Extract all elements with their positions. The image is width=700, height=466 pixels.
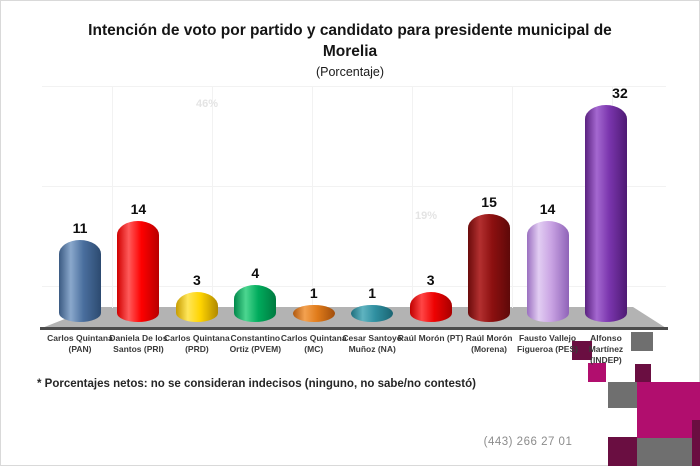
decorative-square (692, 420, 700, 466)
category-label-na: Cesar Santoyo Muñoz (NA) (342, 333, 402, 355)
category-label-pes: Fausto Vallejo Figueroa (PES) (517, 333, 578, 355)
bar-value-label: 3 (426, 271, 435, 288)
chart-bar-pvem (234, 285, 277, 322)
chart-baseline (40, 327, 668, 330)
gridline-vertical (212, 86, 213, 308)
bar-value-label: 1 (309, 284, 318, 301)
chart-bar-morena (468, 214, 511, 322)
footnote-text: * Porcentajes netos: no se consideran in… (37, 378, 476, 390)
gridline-horizontal (42, 186, 666, 187)
gridline-vertical (312, 86, 313, 308)
bar-value-label: 3 (192, 271, 201, 288)
category-label-pan: Carlos Quintana (PAN) (47, 333, 113, 355)
decorative-square (588, 363, 606, 382)
bar-value-label: 1 (368, 284, 377, 301)
phone-number: (443) 266 27 01 (483, 436, 573, 448)
chart-bar-na (351, 304, 394, 322)
chart-bar-indep (584, 104, 627, 322)
decorative-square (637, 438, 692, 466)
page-title: Intención de voto por partido y candidat… (88, 22, 612, 60)
category-label-morena: Raúl Morón (Morena) (465, 333, 513, 355)
decorative-square (637, 382, 700, 438)
gridline-horizontal (42, 86, 666, 87)
category-label-prd: Carlos Quintana (PRD) (164, 333, 230, 355)
bar-value-label: 32 (612, 84, 628, 101)
decorative-square (631, 332, 653, 351)
bar-value-label: 14 (539, 200, 556, 217)
chart-bar-prd (175, 291, 218, 322)
chart-bar-mc (292, 304, 335, 322)
category-label-mc: Carlos Quintana (MC) (280, 333, 347, 355)
ghost-percent-label: 19% (415, 210, 438, 222)
gridline-vertical (112, 86, 113, 308)
decorative-square (608, 382, 637, 408)
bar-value-label: 4 (251, 265, 260, 282)
bar-value-label: 11 (72, 220, 88, 237)
chart-bar-pes (526, 220, 569, 322)
gridline-vertical (512, 86, 513, 308)
bar-value-label: 15 (481, 194, 497, 211)
chart-bar-pri (117, 220, 160, 322)
gridline-horizontal (42, 286, 666, 287)
category-label-indep: Alfonso Martínez (INDEP) (588, 333, 624, 366)
decorative-square (608, 437, 637, 466)
page-subtitle: (Porcentaje) (315, 65, 385, 79)
chart-bar-pt (409, 291, 452, 322)
gridline-vertical (412, 86, 413, 308)
category-label-pvem: Constantino Ortiz (PVEM) (229, 333, 282, 355)
chart-bar-pan (59, 240, 101, 322)
bar-value-label: 14 (130, 200, 147, 217)
decorative-square (572, 341, 592, 360)
ghost-percent-label: 46% (196, 98, 219, 110)
category-label-pri: Daniela De los Santos (PRI) (109, 333, 168, 355)
decorative-square (635, 364, 651, 382)
category-label-pt: Raúl Morón (PT) (397, 333, 464, 343)
